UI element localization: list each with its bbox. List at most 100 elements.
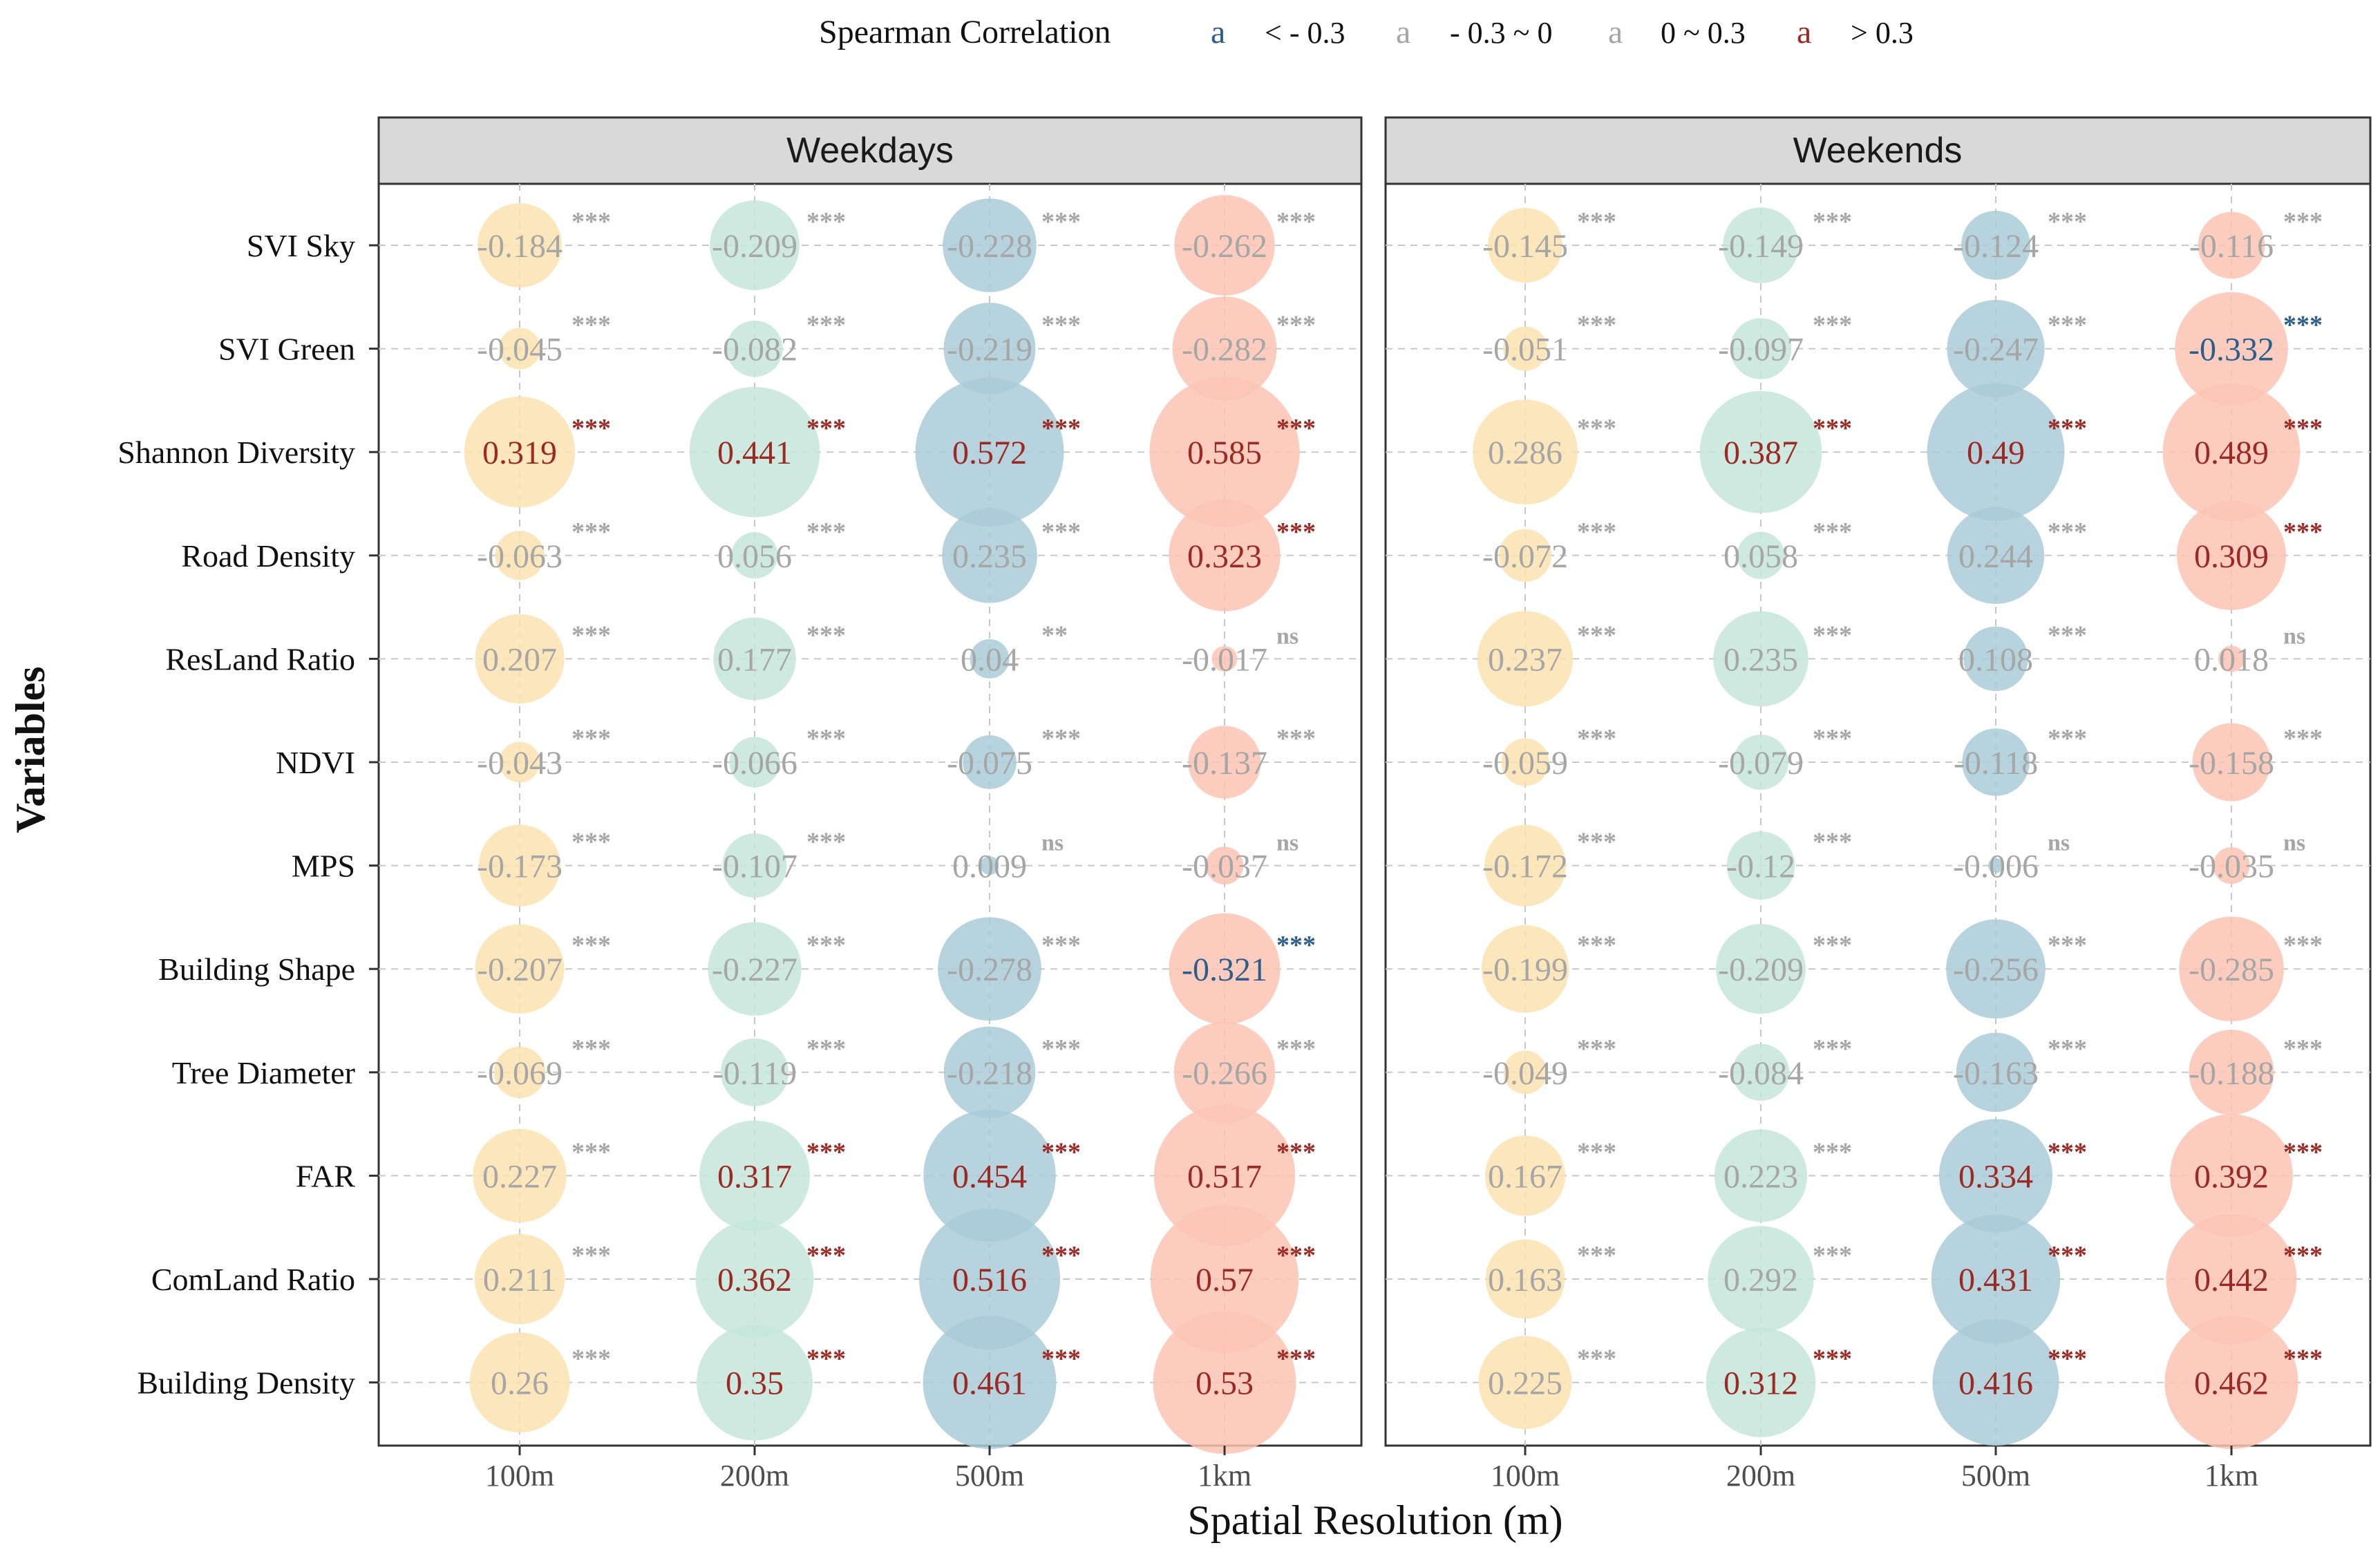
significance-label: ***	[1577, 724, 1616, 753]
value-label: 0.516	[952, 1262, 1027, 1298]
value-label: 0.018	[2194, 641, 2269, 678]
value-label: -0.097	[1718, 332, 1804, 368]
significance-label: ***	[806, 1034, 846, 1063]
bubble	[938, 917, 1041, 1021]
significance-label: ns	[1276, 623, 1298, 649]
significance-label: ***	[1577, 1137, 1616, 1166]
value-label: -0.107	[712, 849, 797, 885]
significance-label: ***	[2048, 311, 2087, 340]
bubble	[1485, 1239, 1565, 1319]
bubble	[1733, 735, 1788, 790]
bubble	[1723, 207, 1799, 283]
bubble	[495, 531, 545, 580]
bubble	[1481, 925, 1569, 1013]
bubble	[943, 1026, 1036, 1119]
value-label: -0.119	[712, 1055, 797, 1092]
bubble	[1931, 1214, 2061, 1344]
significance-label: ***	[2283, 311, 2323, 340]
significance-label: ***	[1813, 724, 1852, 753]
significance-label: ***	[1577, 311, 1616, 340]
bubble	[2198, 211, 2265, 279]
significance-label: ***	[806, 931, 846, 960]
significance-label: ***	[2283, 1034, 2323, 1063]
value-label: 0.49	[1967, 435, 2025, 471]
value-label: -0.209	[1718, 952, 1804, 988]
significance-label: ***	[806, 518, 846, 547]
value-label: 0.207	[482, 641, 557, 678]
significance-label: ***	[1577, 1034, 1616, 1063]
value-label: -0.035	[2189, 849, 2274, 885]
bubble	[915, 377, 1064, 527]
value-label: 0.319	[482, 435, 557, 471]
bubble	[1169, 913, 1281, 1025]
value-label: -0.209	[712, 228, 797, 265]
value-label: -0.12	[1726, 849, 1795, 885]
significance-label: ***	[2048, 414, 2087, 443]
legend-glyph-1: a	[1211, 14, 1225, 50]
bubble	[1732, 1043, 1790, 1101]
bubble	[498, 328, 541, 370]
significance-label: ***	[1041, 1137, 1081, 1166]
bubble	[2218, 645, 2245, 672]
bubble	[923, 1316, 1057, 1450]
significance-label: ***	[1276, 518, 1316, 547]
bubble	[1713, 611, 1808, 707]
value-label: 0.53	[1196, 1365, 1254, 1402]
significance-label: ***	[1041, 414, 1081, 443]
bubble	[1947, 507, 2045, 604]
bubble	[1503, 1050, 1547, 1095]
significance-label: ns	[1041, 831, 1064, 856]
significance-label: ns	[2283, 623, 2305, 649]
significance-label: ***	[1041, 1345, 1081, 1374]
bubble	[478, 203, 562, 287]
value-label: 0.177	[717, 641, 792, 678]
y-tick-label: SVI Green	[218, 332, 355, 367]
y-tick-label: Tree Diameter	[172, 1055, 355, 1090]
x-tick-label: 500m	[955, 1459, 1024, 1493]
significance-label: ***	[1276, 1345, 1316, 1374]
bubble	[721, 1038, 788, 1106]
value-label: 0.387	[1723, 435, 1798, 471]
significance-label: ***	[1276, 1137, 1316, 1166]
bubble	[1961, 210, 2031, 281]
significance-label: ***	[1276, 1241, 1316, 1270]
significance-label: ***	[1813, 1034, 1852, 1063]
bubble	[713, 617, 796, 701]
value-label: -0.332	[2189, 332, 2274, 368]
significance-label: ***	[2048, 207, 2087, 236]
value-label: -0.188	[2189, 1055, 2274, 1092]
value-label: 0.286	[1488, 435, 1562, 471]
significance-label: ***	[1813, 1241, 1852, 1270]
bubble	[1946, 919, 2046, 1019]
significance-label: ***	[2283, 207, 2323, 236]
significance-label: ***	[1041, 518, 1081, 547]
value-label: -0.069	[477, 1055, 563, 1092]
bubble	[469, 1332, 570, 1433]
significance-label: ***	[1276, 311, 1316, 340]
significance-label: ***	[572, 1034, 611, 1063]
bubble	[2213, 847, 2250, 884]
bubble	[478, 824, 561, 907]
bubble	[1956, 1032, 2036, 1113]
value-label: 0.334	[1958, 1158, 2033, 1195]
y-tick-label: FAR	[296, 1158, 355, 1193]
significance-label: ***	[2048, 1345, 2087, 1374]
significance-label: ***	[1041, 1241, 1081, 1270]
significance-label: ***	[806, 1137, 846, 1166]
significance-label: ***	[1577, 207, 1616, 236]
significance-label: ***	[1577, 828, 1616, 857]
bubble	[918, 1208, 1061, 1350]
value-label: -0.199	[1482, 952, 1568, 988]
bubble	[493, 1046, 546, 1099]
bubble	[722, 833, 787, 898]
bubble	[1962, 728, 2030, 796]
significance-label: ***	[2283, 724, 2323, 753]
significance-label: ***	[2048, 621, 2087, 650]
bubble	[1169, 500, 1281, 612]
significance-label: ***	[572, 1137, 611, 1166]
bubble	[1927, 383, 2065, 521]
significance-label: ***	[1813, 414, 1852, 443]
significance-label: ns	[2048, 831, 2070, 856]
significance-label: **	[1041, 621, 1068, 650]
significance-label: ***	[1276, 931, 1316, 960]
